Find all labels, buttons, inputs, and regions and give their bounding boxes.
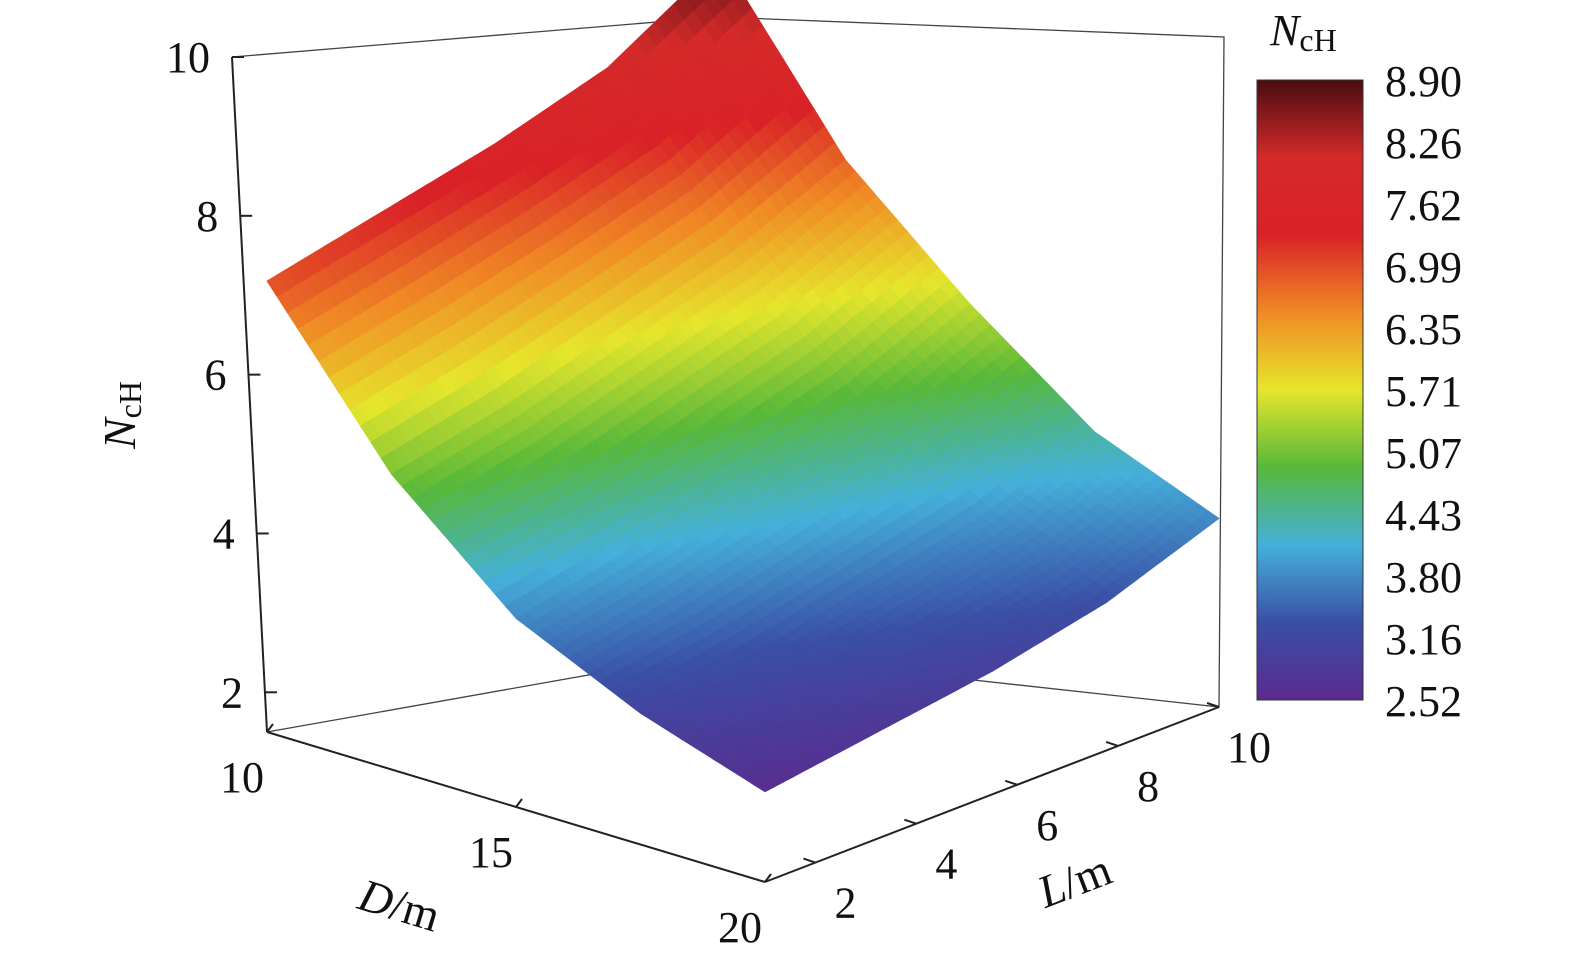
x-tick-group: 10 15 20 [220,723,772,952]
y-tick-group: 2 4 6 8 10 [803,702,1271,928]
y-tick-label: 8 [1137,762,1159,811]
z-axis-title-var: N [94,416,145,450]
z-tick-label: 4 [213,509,235,558]
y-tick-label: 2 [834,879,856,928]
x-axis-title: D/m [352,869,446,942]
x-tick-label: 20 [718,903,762,952]
y-tick-label: 6 [1036,801,1058,850]
x-axis: 10 15 20 D/m [220,723,772,952]
colorbar-bar [1256,79,1364,701]
colorbar-tick-label: 7.62 [1385,181,1462,230]
y-axis-line [764,706,1220,883]
z-tick-label: 2 [221,668,243,717]
colorbar-tick-label: 3.16 [1385,615,1462,664]
y-axis-title: L/m [1030,843,1119,918]
colorbar-title-sub: cH [1299,22,1336,58]
colorbar-tick-label: 6.99 [1385,243,1462,292]
y-tick-mark [904,818,917,825]
z-tick-group: 2 4 6 8 10 [166,33,277,717]
colorbar-tick-label: 5.71 [1385,367,1462,416]
colorbar-title-var: N [1269,6,1302,55]
colorbar-tick-label: 4.43 [1385,491,1462,540]
colorbar-title: NcH [1269,6,1337,58]
colorbar-tick-label: 2.52 [1385,677,1462,726]
colorbar-tick-group: 8.90 8.26 7.62 6.99 6.35 5.71 5.07 4.43 3.80 3.16… [1385,57,1462,726]
x-tick-mark [266,723,274,733]
z-tick-label: 6 [204,351,226,400]
colorbar-tick-label: 8.26 [1385,119,1462,168]
z-tick-label: 8 [196,192,218,241]
surface-patch [753,779,776,793]
x-tick-label: 15 [469,828,513,877]
z-axis: 2 4 6 8 10 NcH [94,33,277,733]
colorbar-tick-label: 3.80 [1385,553,1462,602]
y-tick-mark [1105,740,1119,747]
colorbar-tick-label: 8.90 [1385,57,1462,106]
z-axis-title: NcH [94,381,148,450]
y-tick-mark [1206,702,1220,708]
colorbar-tick-label: 5.07 [1385,429,1462,478]
colorbar-tick-label: 6.35 [1385,305,1462,354]
z-tick-label: 10 [166,33,210,82]
y-tick-label: 4 [935,840,957,889]
y-tick-mark [1004,779,1018,786]
surface [266,0,1220,793]
x-tick-mark [515,798,523,808]
y-tick-label: 10 [1227,723,1271,772]
z-axis-title-sub: cH [112,381,148,418]
colorbar: NcH 8.90 8.26 7.62 6.99 6.35 5.71 5.07 4.43 3.80… [1256,6,1462,726]
x-tick-label: 10 [220,753,264,802]
z-axis-line [231,56,268,733]
y-tick-mark [803,857,816,864]
